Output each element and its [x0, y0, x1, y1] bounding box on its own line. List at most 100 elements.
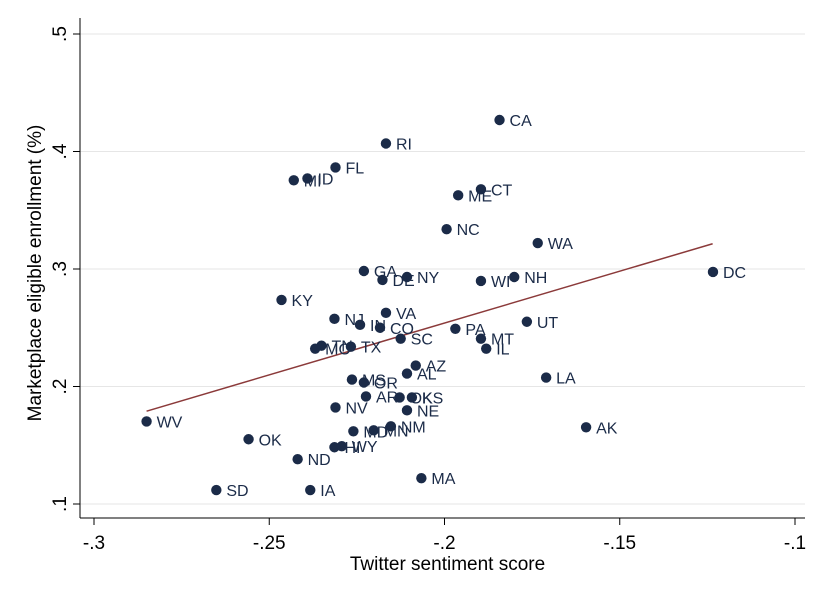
point-nc-7 [441, 223, 452, 235]
point-label-tx-26: TX [361, 340, 382, 357]
point-ms-31 [346, 374, 358, 385]
fit-line [146, 243, 713, 412]
point-nv-36 [330, 402, 341, 413]
point-in-18 [354, 319, 366, 331]
point-label-nv-36: NV [345, 400, 368, 417]
point-nd-46 [292, 454, 303, 465]
y-tick-label-3: .4 [50, 143, 71, 159]
point-label-la-30: LA [556, 371, 576, 388]
x-tick-label-3: -.15 [603, 533, 636, 554]
point-ok-34 [394, 392, 405, 403]
point-ok-43 [243, 434, 254, 445]
point-md-41 [348, 426, 359, 437]
point-label-ia-49: IA [320, 483, 335, 500]
point-label-id-3: ID [317, 171, 333, 188]
point-label-fl-2: FL [345, 160, 364, 177]
point-label-mo-25: MO [325, 342, 351, 359]
point-ak-39 [580, 422, 592, 433]
data-points: CARIFLIDMICTMENCWADCGANYDENHWIKYVANJINCO… [141, 113, 746, 500]
point-sd-48 [211, 484, 222, 496]
y-tick-label-1: .2 [50, 379, 71, 395]
point-ne-37 [401, 405, 413, 416]
point-ri-1 [380, 138, 392, 149]
axes [79, 18, 805, 519]
point-me-6 [452, 190, 464, 201]
point-label-de-12: DE [392, 273, 414, 290]
point-label-ar-33: AR [376, 389, 398, 406]
point-wv-38 [141, 416, 152, 427]
x-tick-label-0: -.3 [83, 533, 105, 554]
x-tick-label-1: -.25 [253, 533, 286, 554]
x-tick-label-4: -.1 [784, 533, 806, 554]
point-ca-0 [494, 114, 505, 126]
point-pa-21 [450, 323, 461, 335]
point-tx-26 [345, 341, 357, 352]
point-ut-20 [521, 316, 533, 327]
point-label-mi-4: MI [304, 173, 322, 190]
point-label-sc-22: SC [411, 332, 433, 349]
point-label-ri-1: RI [396, 137, 412, 154]
point-ct-5 [475, 184, 487, 195]
point-mn-42 [368, 425, 379, 436]
point-az-28 [410, 360, 421, 371]
point-label-wi-14: WI [491, 274, 511, 291]
point-label-nh-13: NH [524, 270, 547, 287]
point-label-ky-15: KY [292, 293, 314, 310]
point-ar-33 [360, 391, 372, 402]
point-label-wy-45: WY [352, 439, 378, 456]
point-label-nd-46: ND [308, 452, 331, 469]
point-label-ca-0: CA [510, 113, 533, 130]
point-label-nm-40: NM [401, 419, 426, 436]
point-label-az-28: AZ [426, 359, 447, 376]
point-label-me-6: ME [468, 188, 492, 205]
point-wi-14 [475, 275, 487, 287]
point-mt-23 [475, 333, 487, 344]
point-va-16 [380, 307, 392, 319]
point-label-co-19: CO [390, 321, 414, 338]
point-label-ks-35: KS [422, 390, 443, 407]
x-axis-title: Twitter sentiment score [350, 554, 545, 575]
point-ks-35 [406, 392, 418, 403]
point-label-nc-7: NC [457, 222, 480, 239]
point-label-mn-42: MN [384, 423, 409, 440]
point-nj-17 [329, 313, 340, 325]
y-tick-label-2: .3 [50, 261, 71, 277]
point-id-3 [302, 173, 313, 184]
point-ga-10 [358, 265, 370, 277]
point-label-ok-43: OK [259, 432, 282, 449]
point-wy-45 [336, 440, 348, 452]
point-label-wa-8: WA [548, 236, 574, 253]
point-or-32 [358, 377, 370, 388]
point-la-30 [540, 372, 552, 383]
point-nm-40 [385, 421, 397, 432]
point-label-sd-48: SD [226, 483, 248, 500]
point-label-ak-39: AK [596, 420, 618, 437]
point-label-va-16: VA [396, 306, 416, 323]
x-tick-label-2: -.2 [433, 533, 455, 554]
point-sc-22 [395, 333, 406, 344]
fit-line-group [146, 243, 713, 412]
point-label-or-32: OR [374, 376, 398, 393]
point-label-wv-38: WV [157, 414, 183, 431]
point-nh-13 [509, 271, 520, 283]
point-label-al-29: AL [417, 367, 437, 384]
point-ky-15 [276, 294, 287, 306]
point-wa-8 [532, 237, 543, 249]
y-tick-label-4: .5 [50, 26, 71, 42]
point-mo-25 [309, 343, 321, 354]
y-axis-title: Marketplace eligible enrollment (%) [25, 125, 46, 422]
point-dc-9 [707, 266, 719, 278]
point-label-ne-37: NE [417, 403, 439, 420]
gridlines [80, 33, 805, 505]
point-label-ut-20: UT [537, 315, 559, 332]
point-label-mt-23: MT [491, 332, 514, 349]
point-de-12 [377, 274, 388, 286]
point-al-29 [401, 368, 413, 379]
point-label-ma-47: MA [431, 471, 455, 488]
point-label-il-27: IL [496, 342, 509, 359]
tick-labels: .1 .2 .3 .4 .5 -.3 -.25 -.2 -.15 -.1 [50, 26, 806, 554]
point-fl-2 [330, 162, 341, 173]
point-label-ny-11: NY [417, 270, 440, 287]
